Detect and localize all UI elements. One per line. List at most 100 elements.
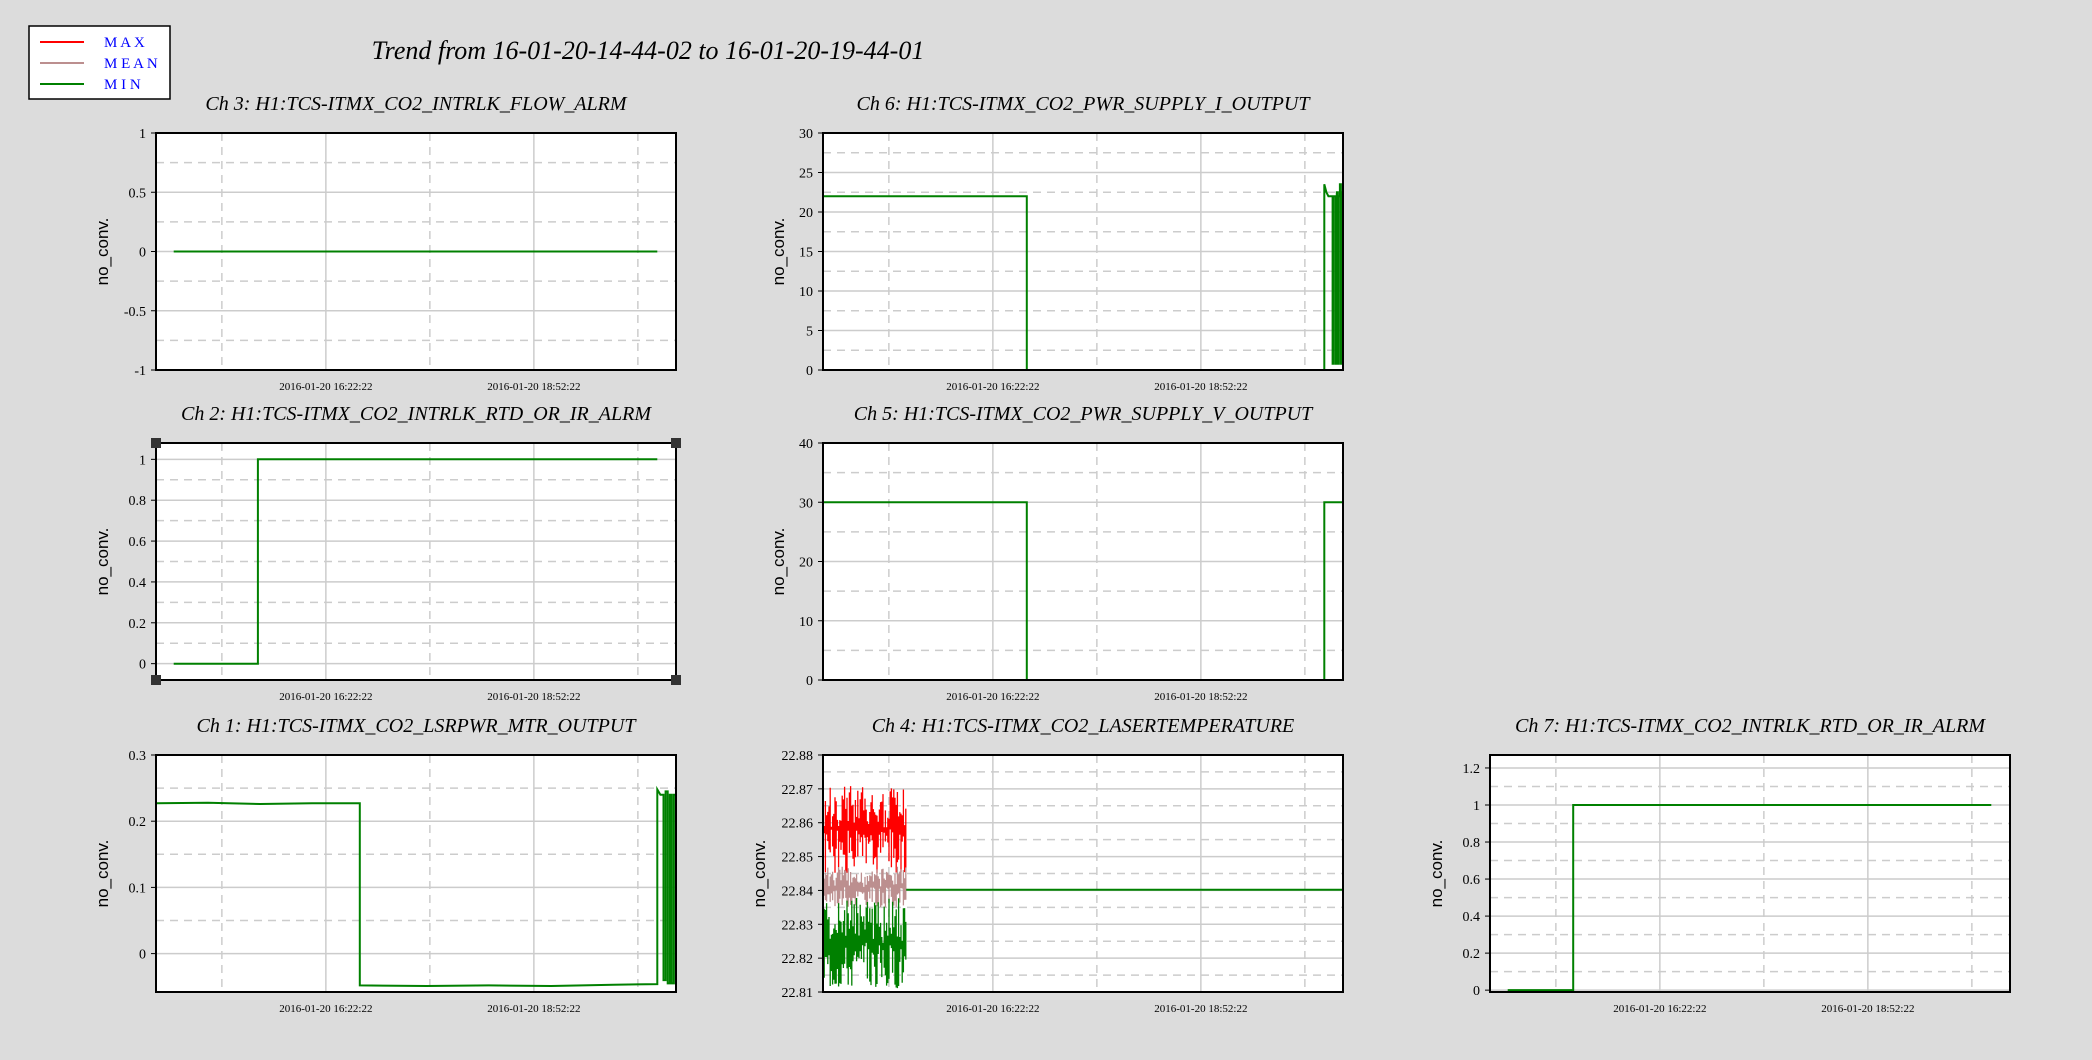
panel-ch6: Ch 6: H1:TCS-ITMX_CO2_PWR_SUPPLY_I_OUTPU… — [769, 93, 1344, 393]
x-tick-label: 2016-01-20 18:52:22 — [487, 1003, 580, 1015]
legend: M A X M E A N M I N — [28, 25, 171, 100]
x-tick-label: 2016-01-20 18:52:22 — [487, 381, 580, 393]
x-tick-label: 2016-01-20 16:22:22 — [946, 1003, 1039, 1015]
x-tick-label: 2016-01-20 16:22:22 — [279, 381, 372, 393]
y-tick-label: 0.8 — [1463, 836, 1481, 851]
plot-frame — [1489, 754, 2011, 993]
y-axis-label: no_conv. — [93, 218, 112, 286]
y-tick-label: 0.2 — [129, 617, 147, 632]
y-axis-label: no_conv. — [750, 840, 769, 908]
y-tick-label: 0.4 — [1463, 910, 1481, 925]
plot-frame — [822, 754, 1344, 993]
y-tick-label: 22.84 — [782, 884, 814, 899]
y-axis-label: no_conv. — [769, 218, 788, 286]
y-tick-label: 0.1 — [129, 881, 147, 896]
y-tick-label: 0 — [139, 658, 146, 673]
y-tick-label: 1 — [139, 127, 146, 142]
y-tick-label: 22.87 — [782, 783, 814, 798]
y-tick-label: 0 — [139, 948, 146, 963]
y-tick-label: 0.2 — [1463, 947, 1481, 962]
plot-area — [1490, 755, 2010, 992]
selection-handle — [671, 438, 681, 448]
chart-title: Ch 2: H1:TCS-ITMX_CO2_INTRLK_RTD_OR_IR_A… — [181, 403, 652, 425]
y-tick-label: 1.2 — [1463, 762, 1481, 777]
y-tick-label: -1 — [134, 364, 146, 379]
y-tick-label: 20 — [799, 556, 813, 571]
selection-handle — [151, 438, 161, 448]
selection-handle — [151, 675, 161, 685]
plot-frame — [155, 754, 677, 993]
panel-ch5: Ch 5: H1:TCS-ITMX_CO2_PWR_SUPPLY_V_OUTPU… — [769, 403, 1344, 703]
series-group — [156, 785, 676, 988]
x-tick-label: 2016-01-20 18:52:22 — [1154, 1003, 1247, 1015]
y-tick-label: 40 — [799, 437, 813, 452]
y-tick-label: 22.83 — [782, 918, 814, 933]
panel-ch1: Ch 1: H1:TCS-ITMX_CO2_LSRPWR_MTR_OUTPUT 0… — [93, 715, 677, 1015]
series-group — [173, 458, 658, 665]
x-tick-label: 2016-01-20 16:22:22 — [946, 381, 1039, 393]
y-tick-label: 5 — [806, 325, 813, 340]
x-tick-label: 2016-01-20 16:22:22 — [1613, 1003, 1706, 1015]
y-tick-label: 22.81 — [782, 986, 814, 1001]
y-axis-label: no_conv. — [769, 528, 788, 596]
y-tick-label: 20 — [799, 206, 813, 221]
y-tick-label: 0 — [806, 364, 813, 379]
y-tick-label: 0.8 — [129, 494, 147, 509]
x-tick-label: 2016-01-20 16:22:22 — [946, 691, 1039, 703]
series-group — [823, 786, 1343, 989]
panel-ch4: Ch 4: H1:TCS-ITMX_CO2_LASERTEMPERATURE 22… — [750, 715, 1344, 1015]
x-tick-label: 2016-01-20 18:52:22 — [1821, 1003, 1914, 1015]
series-min-line — [156, 785, 676, 988]
series-mean-band — [823, 866, 907, 908]
figure-title: Trend from 16-01-20-14-44-02 to 16-01-20… — [372, 36, 925, 65]
selection-handle — [671, 675, 681, 685]
series-min-line — [823, 501, 1343, 680]
chart-title: Ch 7: H1:TCS-ITMX_CO2_INTRLK_RTD_OR_IR_A… — [1515, 715, 1986, 737]
y-tick-label: 0.6 — [129, 535, 147, 550]
y-tick-label: 0.2 — [129, 815, 147, 830]
y-tick-label: 22.82 — [782, 952, 814, 967]
y-tick-label: 0.3 — [129, 749, 147, 764]
y-tick-label: 15 — [799, 246, 813, 261]
y-tick-label: 0 — [139, 246, 146, 261]
y-tick-label: 25 — [799, 167, 813, 182]
chart-title: Ch 1: H1:TCS-ITMX_CO2_LSRPWR_MTR_OUTPUT — [197, 715, 638, 737]
series-group — [1507, 804, 1992, 992]
y-tick-label: 22.85 — [782, 851, 814, 866]
y-tick-label: 30 — [799, 127, 813, 142]
y-tick-label: 1 — [139, 453, 146, 468]
y-axis-label: no_conv. — [93, 840, 112, 908]
chart-title: Ch 5: H1:TCS-ITMX_CO2_PWR_SUPPLY_V_OUTPU… — [854, 403, 1314, 425]
chart-title: Ch 4: H1:TCS-ITMX_CO2_LASERTEMPERATURE — [872, 715, 1295, 737]
y-tick-label: 0.6 — [1463, 873, 1481, 888]
x-tick-label: 2016-01-20 16:22:22 — [279, 691, 372, 703]
y-tick-label: 0.5 — [129, 186, 147, 201]
series-min-band — [823, 897, 907, 989]
y-tick-label: 22.88 — [782, 749, 814, 764]
y-tick-label: 22.86 — [782, 817, 814, 832]
legend-label-max: M A X — [104, 35, 145, 51]
legend-label-min: M I N — [104, 77, 141, 93]
x-tick-label: 2016-01-20 18:52:22 — [487, 691, 580, 703]
chart-title: Ch 3: H1:TCS-ITMX_CO2_INTRLK_FLOW_ALRM — [205, 93, 627, 115]
y-tick-label: 0 — [806, 674, 813, 689]
legend-label-mean: M E A N — [104, 56, 158, 72]
panel-ch3: Ch 3: H1:TCS-ITMX_CO2_INTRLK_FLOW_ALRM -1… — [93, 93, 677, 393]
y-axis-label: no_conv. — [1427, 840, 1446, 908]
series-min-line — [1507, 804, 1992, 992]
y-tick-label: 30 — [799, 496, 813, 511]
plot-frame — [155, 442, 677, 681]
x-tick-label: 2016-01-20 18:52:22 — [1154, 381, 1247, 393]
x-tick-label: 2016-01-20 16:22:22 — [279, 1003, 372, 1015]
y-tick-label: 1 — [1473, 799, 1480, 814]
y-tick-label: 0.4 — [129, 576, 147, 591]
plot-area — [156, 755, 676, 992]
panel-ch7: Ch 7: H1:TCS-ITMX_CO2_INTRLK_RTD_OR_IR_A… — [1427, 715, 2011, 1015]
y-tick-label: 10 — [799, 615, 813, 630]
chart-title: Ch 6: H1:TCS-ITMX_CO2_PWR_SUPPLY_I_OUTPU… — [857, 93, 1312, 115]
panel-ch2: Ch 2: H1:TCS-ITMX_CO2_INTRLK_RTD_OR_IR_A… — [93, 403, 681, 703]
series-min-line — [173, 458, 658, 665]
series-group — [823, 501, 1343, 680]
x-tick-label: 2016-01-20 18:52:22 — [1154, 691, 1247, 703]
